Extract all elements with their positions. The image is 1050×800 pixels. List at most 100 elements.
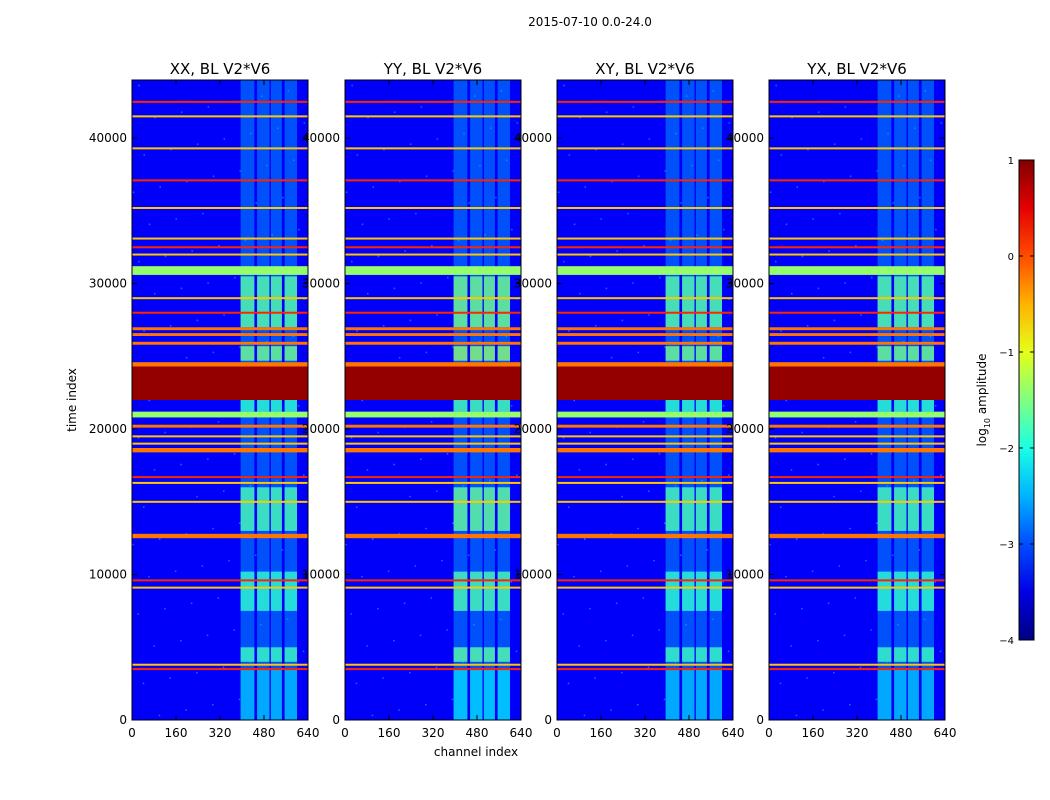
- heatmap-rfi-block: [470, 571, 483, 611]
- x-tick-label: 640: [297, 726, 320, 740]
- heatmap-speckle: [822, 709, 824, 711]
- x-tick-label: 480: [890, 726, 913, 740]
- heatmap-speckle: [420, 458, 422, 460]
- heatmap-rfi-line: [769, 246, 945, 249]
- heatmap-speckle: [642, 597, 645, 599]
- heatmap-speckle: [298, 228, 300, 231]
- heatmap-speckle: [685, 623, 687, 626]
- heatmap-speckle: [265, 340, 268, 343]
- heatmap-rfi-block: [483, 276, 495, 328]
- heatmap-speckle: [876, 170, 879, 172]
- y-tick-label: 0: [756, 713, 764, 727]
- heatmap-speckle: [196, 143, 199, 145]
- heatmap-speckle: [351, 260, 353, 263]
- figure-suptitle: 2015-07-10 0.0-24.0: [528, 15, 652, 29]
- heatmap-speckle: [605, 639, 607, 642]
- heatmap-rfi-line: [769, 663, 945, 666]
- heatmap-rfi-block: [270, 487, 282, 531]
- heatmap-speckle: [675, 132, 677, 135]
- heatmap-image: [557, 80, 733, 720]
- heatmap-speckle: [372, 186, 374, 188]
- heatmap-rfi-line: [345, 579, 521, 582]
- heatmap-speckle: [356, 154, 359, 156]
- heatmap-high-row: [132, 411, 308, 418]
- heatmap-speckle: [690, 340, 693, 343]
- heatmap-speckle: [632, 282, 634, 284]
- heatmap-speckle: [286, 618, 289, 621]
- heatmap-rfi-block: [907, 669, 919, 720]
- heatmap-speckle: [562, 437, 565, 439]
- heatmap-rfi-block: [257, 276, 270, 328]
- heatmap-speckle: [377, 255, 380, 258]
- heatmap-speckle: [817, 111, 820, 113]
- heatmap-speckle: [908, 234, 910, 236]
- heatmap-rfi-line: [132, 237, 308, 240]
- heatmap-speckle: [796, 186, 798, 188]
- heatmap-speckle: [302, 650, 305, 653]
- heatmap-speckle: [228, 559, 230, 562]
- heatmap-speckle: [223, 490, 225, 492]
- heatmap-speckle: [201, 565, 204, 567]
- heatmap-speckle: [436, 138, 439, 140]
- heatmap-speckle: [366, 469, 369, 471]
- y-tick-label: 40000: [514, 131, 552, 145]
- heatmap-speckle: [680, 202, 682, 204]
- heatmap-speckle: [430, 597, 433, 599]
- heatmap-rfi-line: [132, 579, 308, 582]
- heatmap-rfi-block: [453, 400, 468, 412]
- heatmap-rfi-line: [769, 586, 945, 589]
- heatmap-speckle: [143, 330, 145, 332]
- heatmap-speckle: [924, 90, 927, 92]
- heatmap-speckle: [484, 234, 486, 236]
- heatmap-rfi-line: [769, 311, 945, 314]
- heatmap-speckle: [685, 95, 688, 97]
- heatmap-speckle: [452, 346, 454, 348]
- y-tick-label: 20000: [514, 422, 552, 436]
- heatmap-rfi-line: [557, 435, 733, 438]
- heatmap-speckle: [886, 661, 888, 663]
- heatmap-speckle: [717, 335, 720, 338]
- heatmap-rfi-block: [453, 647, 468, 662]
- heatmap-bright-row: [557, 327, 733, 331]
- heatmap-rfi-line: [557, 246, 733, 249]
- heatmap-speckle: [578, 469, 581, 471]
- heatmap-rfi-line: [557, 147, 733, 150]
- heatmap-speckle: [844, 282, 846, 284]
- heatmap-speckle: [865, 559, 867, 562]
- heatmap-speckle: [902, 340, 905, 343]
- heatmap-speckle: [573, 399, 575, 402]
- heatmap-speckle: [706, 549, 709, 551]
- heatmap-bright-row: [345, 341, 521, 345]
- heatmap-speckle: [923, 618, 926, 621]
- x-tick-label: 0: [128, 726, 136, 740]
- heatmap-speckle: [573, 223, 576, 226]
- heatmap-bright-row: [557, 533, 733, 539]
- y-tick-label: 30000: [89, 277, 127, 291]
- heatmap-rfi-block: [284, 571, 297, 611]
- heatmap-rfi-line: [557, 115, 733, 118]
- heatmap-rfi-line: [557, 579, 733, 582]
- heatmap-rfi-block: [682, 669, 695, 720]
- heatmap-rfi-block: [894, 276, 907, 328]
- heatmap-speckle: [467, 554, 470, 557]
- heatmap-speckle: [795, 538, 798, 541]
- heatmap-speckle: [779, 682, 782, 685]
- heatmap-speckle: [361, 575, 363, 578]
- heatmap-speckle: [303, 474, 305, 476]
- heatmap-speckle: [833, 143, 836, 145]
- heatmap-speckle: [875, 522, 878, 524]
- heatmap-speckle: [722, 581, 725, 583]
- heatmap-speckle: [153, 645, 155, 647]
- heatmap-speckle: [647, 666, 650, 669]
- colorbar-tick-label: 0: [1008, 252, 1014, 263]
- heatmap-speckle: [717, 159, 720, 161]
- heatmap-speckle: [196, 671, 198, 674]
- heatmap-speckle: [186, 180, 188, 183]
- heatmap-saturated-block: [557, 366, 733, 400]
- heatmap-speckle: [849, 703, 851, 706]
- heatmap-speckle: [658, 629, 660, 631]
- heatmap-speckle: [790, 469, 793, 471]
- heatmap-speckle: [196, 319, 199, 322]
- heatmap-speckle: [212, 527, 214, 530]
- x-tick-label: 160: [378, 726, 401, 740]
